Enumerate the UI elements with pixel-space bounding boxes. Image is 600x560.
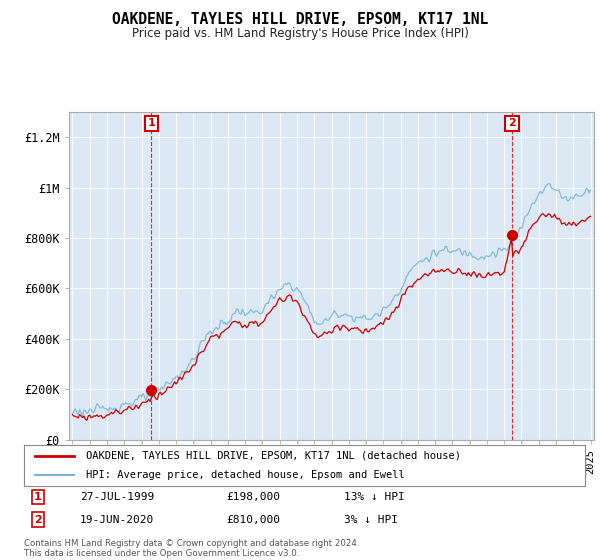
Text: 2: 2	[34, 515, 42, 525]
Text: 1: 1	[34, 492, 42, 502]
Text: OAKDENE, TAYLES HILL DRIVE, EPSOM, KT17 1NL: OAKDENE, TAYLES HILL DRIVE, EPSOM, KT17 …	[112, 12, 488, 27]
Text: £810,000: £810,000	[226, 515, 280, 525]
Text: 3% ↓ HPI: 3% ↓ HPI	[344, 515, 398, 525]
Text: 27-JUL-1999: 27-JUL-1999	[80, 492, 154, 502]
Text: 13% ↓ HPI: 13% ↓ HPI	[344, 492, 404, 502]
Text: 1: 1	[148, 119, 155, 128]
Text: HPI: Average price, detached house, Epsom and Ewell: HPI: Average price, detached house, Epso…	[86, 470, 404, 480]
Text: OAKDENE, TAYLES HILL DRIVE, EPSOM, KT17 1NL (detached house): OAKDENE, TAYLES HILL DRIVE, EPSOM, KT17 …	[86, 451, 461, 461]
Text: 2: 2	[508, 119, 516, 128]
Text: 19-JUN-2020: 19-JUN-2020	[80, 515, 154, 525]
Text: £198,000: £198,000	[226, 492, 280, 502]
Text: Price paid vs. HM Land Registry's House Price Index (HPI): Price paid vs. HM Land Registry's House …	[131, 27, 469, 40]
Text: Contains HM Land Registry data © Crown copyright and database right 2024.
This d: Contains HM Land Registry data © Crown c…	[24, 539, 359, 558]
